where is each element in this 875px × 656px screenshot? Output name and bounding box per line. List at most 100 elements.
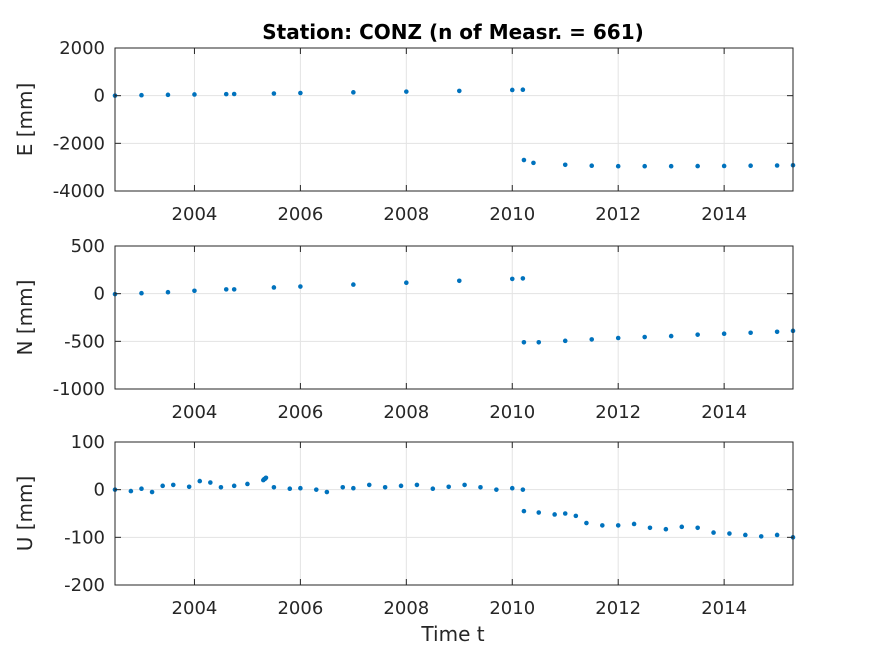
data-point [774,329,780,335]
data-point [382,484,388,490]
data-point [245,481,250,487]
x-tick-label: 2014 [701,402,747,423]
data-point [521,508,527,514]
data-point [520,276,526,281]
data-point [398,483,404,489]
x-tick-label: 2004 [172,204,218,225]
data-point [139,486,144,492]
data-point [520,87,526,93]
data-point [521,339,527,345]
x-tick-label: 2006 [277,402,323,423]
x-tick-label: 2014 [701,598,747,619]
panel-2: 2004 2006 2008 2010 2012 2014 -1000 -500 0 500 N [… [13,236,796,423]
data-point [552,512,557,517]
data-point [324,489,330,495]
data-point [298,485,303,491]
data-point [223,287,229,292]
data-point [139,92,144,98]
data-point [509,87,515,93]
y-axis-label: U [mm] [13,476,37,552]
data-point [223,91,229,97]
data-point [668,163,674,169]
data-point [231,483,237,489]
x-tick-label: 2010 [489,402,535,423]
data-point [231,91,237,97]
data-point [478,484,483,490]
panel-1: 2004 2006 2008 2010 2012 2014 -4000 -2000 0 2000 E… [13,38,796,225]
data-point [642,163,647,169]
x-tick-label: 2010 [489,598,535,619]
y-tick-label: 2000 [59,38,105,59]
data-point [446,484,452,490]
data-point [340,484,346,490]
data-point [584,520,589,526]
data-point [615,523,621,528]
data-point [462,482,467,488]
data-point [186,484,192,490]
data-point [231,287,237,292]
data-point [695,163,700,169]
y-tick-label: 0 [94,480,105,501]
data-point [573,513,579,519]
x-tick-label: 2012 [595,598,641,619]
data-point [197,478,203,484]
plot-area [115,246,793,389]
data-point [218,484,224,490]
data-point [721,331,727,337]
y-tick-label: -500 [64,331,105,352]
axes-frame [114,245,794,390]
data-point [149,489,155,495]
data-point [695,525,700,531]
data-point [170,482,176,488]
y-axis-label: N [mm] [13,280,37,356]
data-point [600,523,605,528]
data-point [165,92,171,98]
data-point [414,482,420,488]
y-tick-label: -2000 [53,133,105,154]
data-point [631,521,637,527]
data-point [263,475,269,481]
data-point [679,524,685,530]
x-tick-label: 2004 [172,402,218,423]
x-tick-label: 2008 [383,598,429,619]
data-point [351,90,356,95]
data-point [192,92,197,97]
x-axis-label: Time t [420,622,484,646]
data-point [430,486,436,492]
axes-frame [114,441,794,586]
axes-frame [114,47,794,192]
data-point [536,339,542,345]
y-tick-label: 100 [71,432,105,453]
y-tick-label: 500 [71,236,105,257]
y-tick-label: 0 [94,284,105,305]
data-point [663,526,669,532]
y-tick-label: -200 [64,575,105,596]
data-point [192,288,197,294]
data-point [589,163,595,169]
y-tick-label: -4000 [53,181,105,202]
data-point [494,487,499,492]
data-point [748,163,753,169]
data-point [743,532,748,538]
data-point [298,90,303,96]
data-point [139,290,144,296]
data-point [509,485,515,491]
data-point [647,525,653,531]
data-point [531,160,536,166]
x-tick-label: 2004 [172,598,218,619]
data-point [711,530,716,535]
data-point [208,480,213,485]
data-point [271,484,277,490]
data-point [298,284,303,289]
data-point [758,534,764,539]
x-tick-label: 2012 [595,402,641,423]
data-point [520,487,526,492]
y-tick-label: -100 [64,527,105,548]
data-point [562,511,568,516]
data-point [313,487,319,492]
plot-area [115,442,793,585]
data-point [351,485,356,491]
data-point [165,289,171,295]
data-point [774,532,780,538]
